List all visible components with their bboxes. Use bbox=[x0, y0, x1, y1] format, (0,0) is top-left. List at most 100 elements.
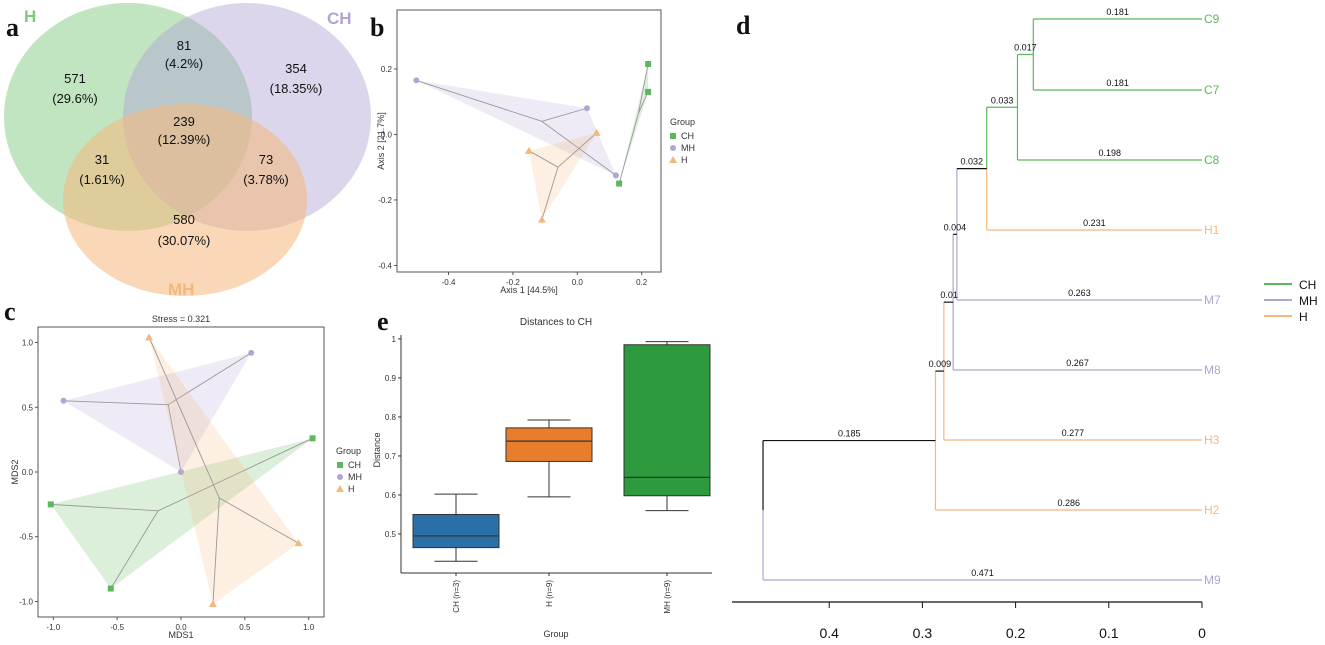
dendrogram-leaf-label-h2: H2 bbox=[1204, 503, 1220, 517]
nmds-y-axis-label: MDS2 bbox=[10, 459, 20, 484]
pcoa-legend-label-ch: CH bbox=[681, 131, 694, 141]
boxplot-boxes bbox=[412, 341, 711, 562]
nmds-plot-area bbox=[47, 333, 316, 608]
venn-count-ch-mh: 73 bbox=[259, 152, 273, 167]
nmds-legend-marker-mh bbox=[337, 474, 343, 480]
pcoa-point-ch-1 bbox=[645, 88, 652, 95]
dendrogram-legend-label-mh: MH bbox=[1299, 294, 1318, 308]
venn-set-label-h: H bbox=[24, 7, 36, 26]
pcoa-point-mh-2 bbox=[612, 172, 619, 179]
pcoa-spoke-mh-0 bbox=[416, 79, 543, 122]
pcoa-y-axis-label: Axis 2 [21.7%] bbox=[376, 112, 386, 170]
pcoa-x-tick-label: -0.4 bbox=[442, 278, 456, 287]
nmds-point-h-2 bbox=[208, 600, 217, 608]
pcoa-x-tick-label: 0.2 bbox=[636, 278, 648, 287]
nmds-y-tick-label: -1.0 bbox=[19, 597, 33, 606]
boxplot-y-tick-label: 0.7 bbox=[385, 452, 397, 461]
pcoa-spoke-mh-1 bbox=[541, 107, 588, 122]
pcoa-point-ch-2 bbox=[616, 180, 623, 187]
nmds-point-h-0 bbox=[145, 333, 154, 341]
boxplot-box-2 bbox=[623, 344, 711, 497]
pcoa-y-tick-label: -0.4 bbox=[378, 261, 392, 270]
pcoa-legend-marker-ch bbox=[670, 133, 676, 139]
nmds-legend-marker-h bbox=[336, 485, 344, 492]
nmds-hull-ch bbox=[50, 438, 313, 589]
panel-letter-e: e bbox=[377, 307, 389, 336]
pcoa-legend: CH MH H bbox=[669, 131, 695, 165]
pcoa-y-tick-label: 0.0 bbox=[381, 130, 393, 139]
pcoa-legend-marker-h bbox=[669, 156, 677, 163]
nmds-legend-label-ch: CH bbox=[348, 460, 361, 470]
venn-percent-h-only: (29.6%) bbox=[52, 91, 98, 106]
dendrogram-tree: 0.181 C9 0.181 C7 0.198 C8 0.231 H1 0.263 M7 0.267… bbox=[762, 7, 1221, 587]
venn-circle-mh bbox=[63, 104, 307, 296]
venn-count-h-only: 571 bbox=[64, 71, 86, 86]
dendrogram-legend: CH MH H bbox=[1264, 278, 1318, 324]
dendrogram-leaf-label-c7: C7 bbox=[1204, 83, 1220, 97]
nmds-y-ticks: -1.0 -0.5 0.0 0.5 1.0 bbox=[19, 339, 38, 606]
dendrogram-leaf-label-c9: C9 bbox=[1204, 12, 1220, 26]
dendrogram-axis-tick-label: 0.1 bbox=[1099, 625, 1119, 641]
boxplot-title: Distances to CH bbox=[520, 317, 592, 328]
nmds-legend-marker-ch bbox=[337, 462, 343, 468]
dendrogram-internal-length-h3: 0.009 bbox=[929, 359, 952, 369]
dendrogram-leaf-label-c8: C8 bbox=[1204, 153, 1220, 167]
nmds-point-mh-0 bbox=[248, 349, 255, 356]
dendrogram-legend-label-h: H bbox=[1299, 310, 1308, 324]
nmds-title: Stress = 0.321 bbox=[152, 314, 210, 324]
pcoa-point-h-2 bbox=[592, 128, 601, 136]
pcoa-hull-ch bbox=[619, 64, 649, 184]
pcoa-spoke-ch-1 bbox=[638, 91, 649, 114]
nmds-x-tick-label: 0.5 bbox=[239, 623, 251, 632]
boxplot-x-ticks: CH (n=3) H (n=9) MH (n=9) bbox=[452, 573, 672, 614]
nmds-spoke-h-1 bbox=[219, 497, 299, 544]
boxplot-box-0 bbox=[412, 513, 500, 549]
venn-percent-all: (12.39%) bbox=[158, 132, 211, 147]
nmds-spoke-ch-0 bbox=[157, 437, 313, 512]
pcoa-y-tick-label: -0.2 bbox=[378, 196, 392, 205]
nmds-point-mh-2 bbox=[178, 469, 184, 475]
dendrogram-axis-tick-label: 0.2 bbox=[1006, 625, 1026, 641]
boxplot-y-tick-label: 0.9 bbox=[385, 374, 397, 383]
boxplot-y-axis-label: Distance bbox=[372, 432, 382, 467]
nmds-x-tick-label: 0.0 bbox=[175, 623, 187, 632]
nmds-point-ch-0 bbox=[309, 435, 316, 442]
dendrogram-branch-length-m9: 0.471 bbox=[971, 568, 994, 578]
pcoa-plot-area bbox=[413, 61, 652, 223]
venn-set-label-ch: CH bbox=[327, 9, 352, 28]
pcoa-hull-mh bbox=[416, 80, 616, 176]
nmds-x-tick-label: -1.0 bbox=[46, 623, 60, 632]
nmds-point-ch-1 bbox=[47, 501, 54, 508]
pcoa-point-h-0 bbox=[525, 146, 533, 154]
pcoa-hull-h bbox=[529, 132, 597, 220]
nmds-spoke-ch-1 bbox=[50, 503, 159, 512]
nmds-spoke-mh-1 bbox=[63, 400, 169, 406]
pcoa-spoke-h-1 bbox=[541, 167, 559, 220]
nmds-point-mh-1 bbox=[60, 397, 67, 404]
venn-percent-mh-only: (30.07%) bbox=[158, 233, 211, 248]
pcoa-legend-title: Group bbox=[670, 117, 695, 127]
nmds-legend-label-mh: MH bbox=[348, 472, 362, 482]
pcoa-point-h-1 bbox=[537, 215, 546, 223]
nmds-y-tick-label: 0.5 bbox=[22, 403, 34, 412]
boxplot-y-ticks: 0.5 0.6 0.7 0.8 0.9 1 bbox=[385, 335, 401, 539]
dendrogram-internal-length-ch1m7: 0.004 bbox=[944, 222, 967, 232]
dendrogram-leaf-label-m8: M8 bbox=[1204, 363, 1221, 377]
boxplot-box-1 bbox=[505, 427, 593, 462]
dendrogram-axis-tick-label: 0.3 bbox=[913, 625, 933, 641]
panel-a-venn: a H CH MH 571 (29.6%) 81 (4.2%) 354 (18.… bbox=[4, 3, 371, 299]
dendrogram-internal-length-c9c7: 0.017 bbox=[1014, 43, 1037, 53]
panel-e-boxplot: e Distances to CH Group Distance 0.50.60… bbox=[372, 307, 712, 639]
panel-c-nmds: c Stress = 0.321 MDS1 MDS2 Group CH MH H -… bbox=[4, 297, 362, 640]
nmds-x-ticks: -1.0 -0.5 0.0 0.5 1.0 bbox=[46, 617, 315, 632]
nmds-y-tick-label: -0.5 bbox=[19, 533, 33, 542]
panel-d-dendrogram: d 0.181 C9 0.181 C7 0.198 C8 0.231 H1 0.263 M7 0.2… bbox=[732, 7, 1318, 641]
venn-count-ch-only: 354 bbox=[285, 61, 307, 76]
pcoa-legend-marker-mh bbox=[670, 145, 676, 151]
pcoa-spoke-ch-0 bbox=[638, 63, 649, 114]
nmds-y-tick-label: 0.0 bbox=[22, 468, 34, 477]
nmds-x-tick-label: -0.5 bbox=[110, 623, 124, 632]
panel-letter-b: b bbox=[370, 13, 384, 42]
dendrogram-branch-length-c8: 0.198 bbox=[1098, 148, 1121, 158]
